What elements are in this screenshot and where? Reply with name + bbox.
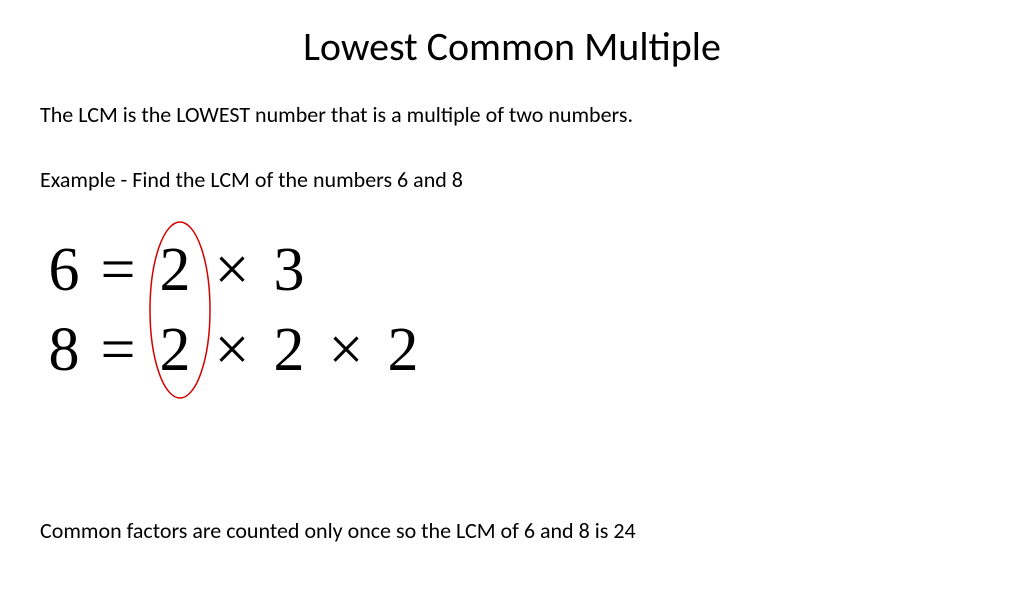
lhs-8: 8 [40, 319, 88, 381]
factor: 2 [262, 319, 316, 381]
factor: 2 [148, 319, 202, 381]
lhs-6: 6 [40, 239, 88, 301]
times-sign: × [202, 319, 262, 381]
equation-row-8: 8 = 2 × 2 × 2 [40, 310, 1024, 390]
equation-row-6: 6 = 2 × 3 [40, 230, 1024, 310]
times-sign: × [316, 319, 376, 381]
equals-sign: = [88, 239, 148, 301]
times-sign: × [202, 239, 262, 301]
equals-sign: = [88, 319, 148, 381]
slide-title: Lowest Common Multiple [0, 22, 1024, 71]
factor: 2 [376, 319, 430, 381]
definition-text: The LCM is the LOWEST number that is a m… [40, 101, 984, 130]
example-prompt: Example - Find the LCM of the numbers 6 … [40, 166, 984, 195]
factor: 2 [148, 239, 202, 301]
factor: 3 [262, 239, 316, 301]
factorization-block: 6 = 2 × 3 8 = 2 × 2 × 2 [40, 230, 1024, 400]
conclusion-text: Common factors are counted only once so … [40, 517, 636, 546]
